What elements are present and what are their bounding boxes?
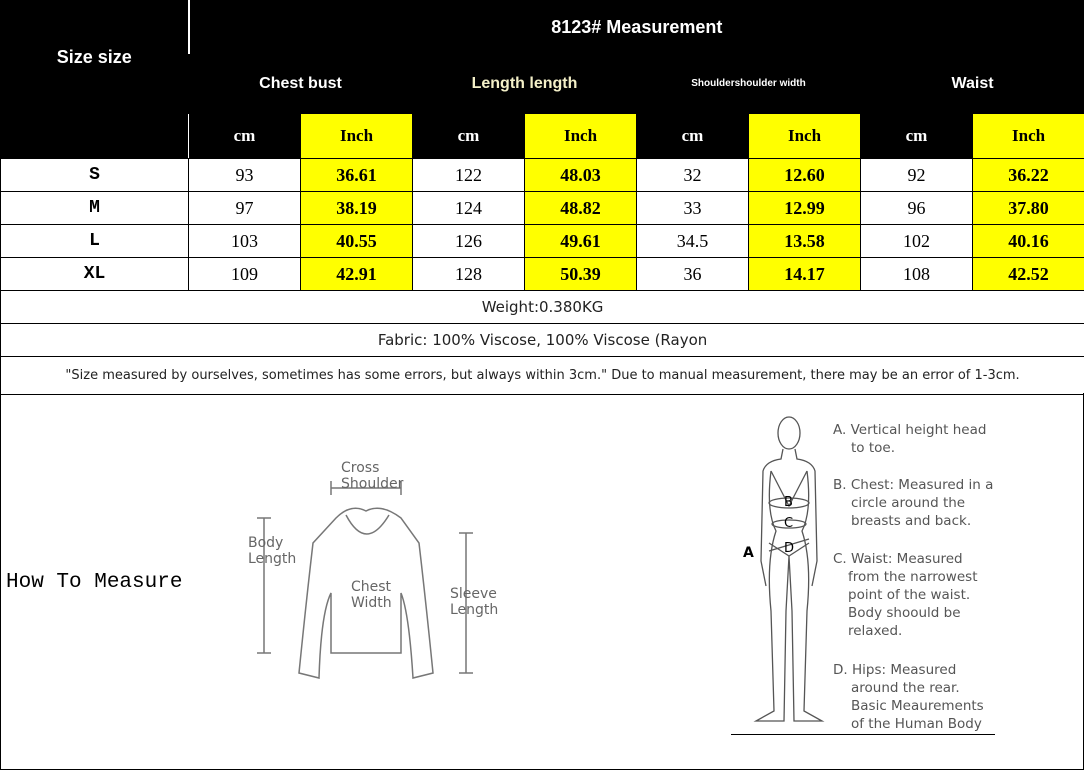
- size-chart-table: Size size 8123# Measurement Chest bust L…: [0, 0, 1084, 395]
- letter-c: C: [784, 516, 793, 531]
- inch-cell: 37.80: [971, 191, 1084, 225]
- cm-cell: 93: [188, 158, 301, 192]
- inch-cell: 38.19: [300, 191, 413, 225]
- inch-cell: 48.82: [524, 191, 637, 225]
- inch-cell: 40.16: [971, 224, 1084, 258]
- note-row: "Size measured by ourselves, sometimes h…: [0, 356, 1084, 395]
- inch-cell: 14.17: [748, 257, 861, 291]
- group-chest: Chest bust: [188, 53, 413, 114]
- size-cell: M: [0, 191, 189, 225]
- inch-cell: 42.91: [300, 257, 413, 291]
- table-row: M 97 38.19 124 48.82 33 12.99 96 37.80: [0, 191, 1084, 225]
- letter-a: A: [743, 545, 754, 561]
- cm-cell: 122: [412, 158, 525, 192]
- fabric-row: Fabric: 100% Viscose, 100% Viscose (Rayo…: [0, 323, 1084, 357]
- desc-c: C. Waist: Measured from the narrowest poi…: [833, 551, 978, 639]
- cm-cell: 36: [636, 257, 749, 291]
- unit-inch: Inch: [748, 113, 861, 159]
- table-row: S 93 36.61 122 48.03 32 12.60 92 36.22: [0, 158, 1084, 192]
- unit-inch: Inch: [971, 113, 1084, 159]
- how-to-measure-label: How To Measure: [6, 571, 183, 594]
- desc-b: B. Chest: Measured in a circle around the…: [833, 477, 994, 529]
- group-shoulder: Shouldershoulder width: [636, 53, 861, 114]
- inch-cell: 12.60: [748, 158, 861, 192]
- unit-cm: cm: [412, 113, 525, 159]
- size-header: Size size: [0, 0, 189, 114]
- cm-cell: 124: [412, 191, 525, 225]
- divider-line: [731, 734, 995, 735]
- cm-cell: 102: [860, 224, 973, 258]
- inch-cell: 40.55: [300, 224, 413, 258]
- how-to-measure-section: How To Measure Cross Shoulder Body Lengt…: [0, 393, 1084, 770]
- weight-row: Weight:0.380KG: [0, 290, 1084, 324]
- unit-cm: cm: [860, 113, 973, 159]
- cm-cell: 103: [188, 224, 301, 258]
- body-length-label: Body Length: [248, 535, 297, 567]
- inch-cell: 42.52: [971, 257, 1084, 291]
- unit-cm: cm: [636, 113, 749, 159]
- cm-cell: 33: [636, 191, 749, 225]
- size-cell: S: [0, 158, 189, 192]
- table-row: L 103 40.55 126 49.61 34.5 13.58 102 40.16: [0, 224, 1084, 258]
- cm-cell: 108: [860, 257, 973, 291]
- cm-cell: 109: [188, 257, 301, 291]
- group-waist: Waist: [859, 53, 1084, 114]
- unit-inch: Inch: [524, 113, 637, 159]
- group-length: Length length: [412, 53, 637, 114]
- inch-cell: 36.22: [971, 158, 1084, 192]
- inch-cell: 48.03: [524, 158, 637, 192]
- letter-b: B: [784, 495, 793, 510]
- table-row: XL 109 42.91 128 50.39 36 14.17 108 42.52: [0, 257, 1084, 291]
- chest-width-label: Chest Width: [351, 579, 392, 611]
- cm-cell: 96: [860, 191, 973, 225]
- cm-cell: 92: [860, 158, 973, 192]
- cm-cell: 128: [412, 257, 525, 291]
- inch-cell: 12.99: [748, 191, 861, 225]
- size-cell: L: [0, 224, 189, 258]
- letter-d: D: [784, 541, 794, 556]
- size-cell: XL: [0, 257, 189, 291]
- chart-title: 8123# Measurement: [187, 0, 1084, 54]
- body-figure-diagram: B C D A: [743, 416, 825, 722]
- sleeve-length-label: Sleeve Length: [450, 586, 499, 618]
- inch-cell: 13.58: [748, 224, 861, 258]
- desc-a: A. Vertical height head to toe.: [833, 422, 987, 456]
- inch-cell: 36.61: [300, 158, 413, 192]
- cm-cell: 32: [636, 158, 749, 192]
- cross-shoulder-label: Cross Shoulder: [341, 460, 404, 492]
- cm-cell: 126: [412, 224, 525, 258]
- cm-cell: 97: [188, 191, 301, 225]
- unit-inch: Inch: [300, 113, 413, 159]
- sweater-diagram: [257, 481, 473, 679]
- unit-cm: cm: [188, 113, 301, 159]
- cm-cell: 34.5: [636, 224, 749, 258]
- inch-cell: 50.39: [524, 257, 637, 291]
- desc-d: D. Hips: Measured around the rear. Basic …: [833, 662, 984, 732]
- inch-cell: 49.61: [524, 224, 637, 258]
